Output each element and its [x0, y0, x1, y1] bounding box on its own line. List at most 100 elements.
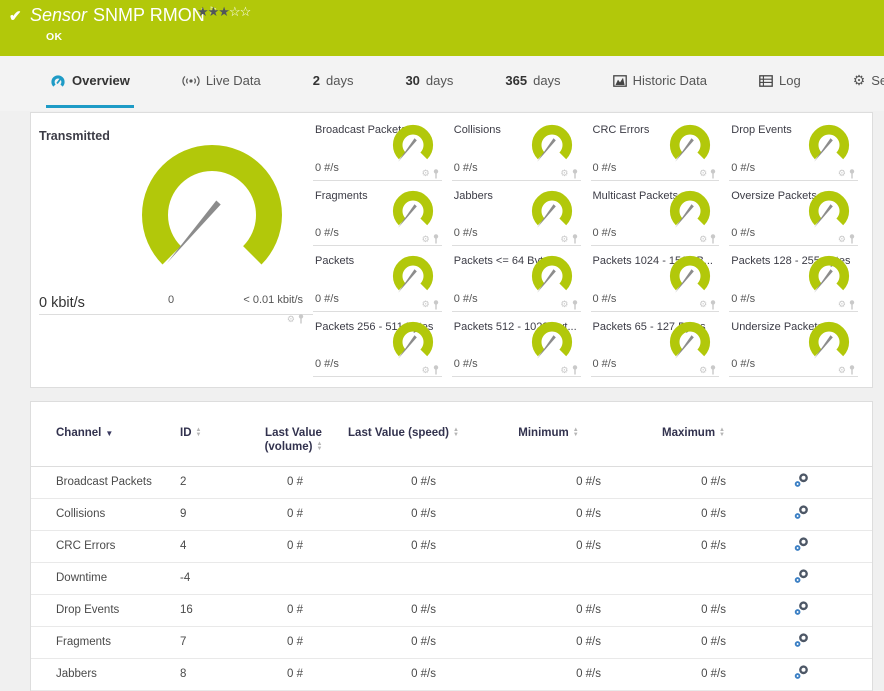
- channel-settings-gears-icon[interactable]: [794, 473, 809, 488]
- gauge-cell-packets-65-127[interactable]: Packets 65 - 127 Bytes 0 #/s ⚙: [590, 312, 720, 377]
- gauge-settings-gear-icon[interactable]: ⚙: [286, 313, 295, 324]
- sensor-name: SNMP RMON: [93, 5, 205, 25]
- tab-overview[interactable]: Overview: [46, 56, 134, 108]
- gauge-icon: [388, 124, 438, 168]
- column-header-channel[interactable]: Channel ▼: [31, 416, 176, 467]
- tab-historic-data[interactable]: Historic Data: [609, 56, 711, 108]
- gauge-cell-undersize-packets[interactable]: Undersize Packets 0 #/s ⚙: [729, 312, 858, 377]
- pin-icon[interactable]: [848, 365, 856, 375]
- gauge-icon: [665, 124, 715, 168]
- gauge-cell-drop-events[interactable]: Drop Events 0 #/s ⚙: [729, 115, 858, 181]
- tab-30-days[interactable]: 30 days: [401, 56, 457, 108]
- pin-icon[interactable]: [432, 365, 440, 375]
- gauge-cell-packets-512-1023[interactable]: Packets 512 - 1023 Byt... 0 #/s ⚙: [451, 312, 581, 377]
- pin-icon[interactable]: [848, 234, 856, 244]
- gauge-settings-gear-icon[interactable]: ⚙: [421, 233, 430, 244]
- tab-2-days-number: 2: [312, 73, 320, 88]
- gauge-settings-gear-icon[interactable]: ⚙: [699, 299, 708, 309]
- gauge-settings-gear-icon[interactable]: ⚙: [699, 168, 708, 178]
- gauge-settings-gear-icon[interactable]: ⚙: [421, 299, 430, 309]
- channel-speed: 0 #/s: [341, 530, 466, 563]
- gauge-cell-collisions[interactable]: Collisions 0 #/s ⚙: [451, 115, 581, 181]
- tab-2-days[interactable]: 2 days: [309, 56, 358, 108]
- gauge-settings-gear-icon[interactable]: ⚙: [560, 233, 569, 244]
- channel-settings-gears-icon[interactable]: [794, 537, 809, 552]
- gauge-cell-broadcast-packets[interactable]: Broadcast Packets 0 #/s ⚙: [313, 115, 442, 181]
- flag-icon[interactable]: ⚐: [208, 6, 218, 17]
- gauge-settings-gear-icon[interactable]: ⚙: [699, 233, 708, 244]
- gauge-cell-oversize-packets[interactable]: Oversize Packets 0 #/s ⚙: [729, 181, 858, 246]
- pin-icon[interactable]: [432, 169, 440, 179]
- pin-icon[interactable]: [709, 169, 717, 179]
- pin-icon[interactable]: [432, 300, 440, 310]
- channel-settings-gears-icon[interactable]: [794, 633, 809, 648]
- gauge-cell-packets-1024-1518[interactable]: Packets 1024 - 1518 B... 0 #/s ⚙: [590, 246, 720, 312]
- gauge-settings-gear-icon[interactable]: ⚙: [421, 168, 430, 178]
- gauge-cell-multicast-packets[interactable]: Multicast Packets 0 #/s ⚙: [590, 181, 720, 246]
- pin-icon[interactable]: [432, 234, 440, 244]
- primary-gauge-min-label: 0: [168, 294, 175, 306]
- column-header-id[interactable]: ID ▲ ▼: [176, 416, 246, 467]
- tab-log[interactable]: Log: [755, 56, 805, 108]
- column-header-volume-label-1: Last Value: [265, 427, 322, 439]
- gauge-cell-packets-256-511[interactable]: Packets 256 - 511 Bytes 0 #/s ⚙: [313, 312, 442, 377]
- gauge-title: CRC Errors: [592, 124, 650, 136]
- gauge-cell-packets[interactable]: Packets 0 #/s ⚙: [313, 246, 442, 312]
- gauge-value: 0 #/s: [592, 227, 617, 239]
- gauge-settings-gear-icon[interactable]: ⚙: [560, 168, 569, 178]
- pin-icon[interactable]: [297, 314, 305, 324]
- tab-365-days[interactable]: 365 days: [501, 56, 564, 108]
- sensor-header: ✔ Sensor SNMP RMON ⚐ ★★★☆☆ OK: [0, 0, 884, 56]
- gauge-settings-gear-icon[interactable]: ⚙: [837, 233, 846, 244]
- gauge-cell-packets-128-255[interactable]: Packets 128 - 255 Bytes 0 #/s ⚙: [729, 246, 858, 312]
- gauge-settings-gear-icon[interactable]: ⚙: [837, 168, 846, 178]
- column-header-last-value-speed[interactable]: Last Value (speed) ▲ ▼: [341, 416, 466, 467]
- gauge-icon: [527, 255, 577, 299]
- pin-icon[interactable]: [571, 365, 579, 375]
- table-header-row: Channel ▼ ID ▲ ▼ Last Value (volume) ▲ ▼ Last …: [31, 416, 872, 467]
- pin-icon[interactable]: [848, 169, 856, 179]
- channel-settings-gears-icon[interactable]: [794, 505, 809, 520]
- tab-live-data[interactable]: Live Data: [178, 56, 265, 108]
- column-header-last-value-volume[interactable]: Last Value (volume) ▲ ▼: [246, 416, 341, 467]
- column-header-channel-label: Channel: [56, 427, 102, 439]
- channel-settings-gears-icon[interactable]: [794, 601, 809, 616]
- gauge-value: 0 #/s: [592, 292, 617, 305]
- gauge-cell-crc-errors[interactable]: CRC Errors 0 #/s ⚙: [590, 115, 720, 181]
- sort-icon: ▲ ▼: [719, 426, 725, 438]
- channel-volume: 0 #: [246, 498, 341, 531]
- column-header-maximum[interactable]: Maximum ▲ ▼: [631, 416, 756, 467]
- gauge-settings-gear-icon[interactable]: ⚙: [837, 364, 846, 375]
- pin-icon[interactable]: [709, 234, 717, 244]
- log-icon: [759, 75, 773, 87]
- gauge-settings-gear-icon[interactable]: ⚙: [560, 299, 569, 309]
- gauge-settings-gear-icon[interactable]: ⚙: [560, 364, 569, 375]
- channel-settings-gears-icon[interactable]: [794, 665, 809, 680]
- tab-365-days-label: days: [533, 73, 561, 88]
- tab-log-label: Log: [778, 73, 801, 88]
- channel-maximum: 0 #/s: [631, 530, 756, 563]
- primary-gauge-icon: [137, 143, 287, 283]
- channel-maximum: 0 #/s: [631, 658, 756, 691]
- gauge-settings-gear-icon[interactable]: ⚙: [837, 299, 846, 309]
- channel-id: 8: [176, 658, 246, 691]
- gauge-cell-fragments[interactable]: Fragments 0 #/s ⚙: [313, 181, 442, 246]
- gear-icon: ⚙: [852, 72, 866, 88]
- primary-channel-gauge[interactable]: Transmitted 0 kbit/s 0 < 0.01 kbit/s ⚙: [31, 115, 313, 315]
- pin-icon[interactable]: [571, 234, 579, 244]
- pin-icon[interactable]: [709, 365, 717, 375]
- tab-settings[interactable]: ⚙ Settings: [849, 56, 884, 108]
- gauge-cell-packets-64-byte[interactable]: Packets <= 64 Byte 0 #/s ⚙: [451, 246, 581, 312]
- gauge-cell-jabbers[interactable]: Jabbers 0 #/s ⚙: [451, 181, 581, 246]
- pin-icon[interactable]: [709, 300, 717, 310]
- column-header-minimum[interactable]: Minimum ▲ ▼: [466, 416, 631, 467]
- gauge-settings-gear-icon[interactable]: ⚙: [699, 364, 708, 375]
- priority-stars[interactable]: ★★★☆☆: [197, 4, 251, 20]
- pin-icon[interactable]: [571, 169, 579, 179]
- pin-icon[interactable]: [571, 300, 579, 310]
- pin-icon[interactable]: [848, 300, 856, 310]
- table-row: Drop Events 16 0 # 0 #/s 0 #/s 0 #/s: [31, 594, 872, 627]
- gauge-title: Collisions: [453, 124, 501, 136]
- gauge-settings-gear-icon[interactable]: ⚙: [421, 364, 430, 375]
- channel-settings-gears-icon[interactable]: [794, 569, 809, 584]
